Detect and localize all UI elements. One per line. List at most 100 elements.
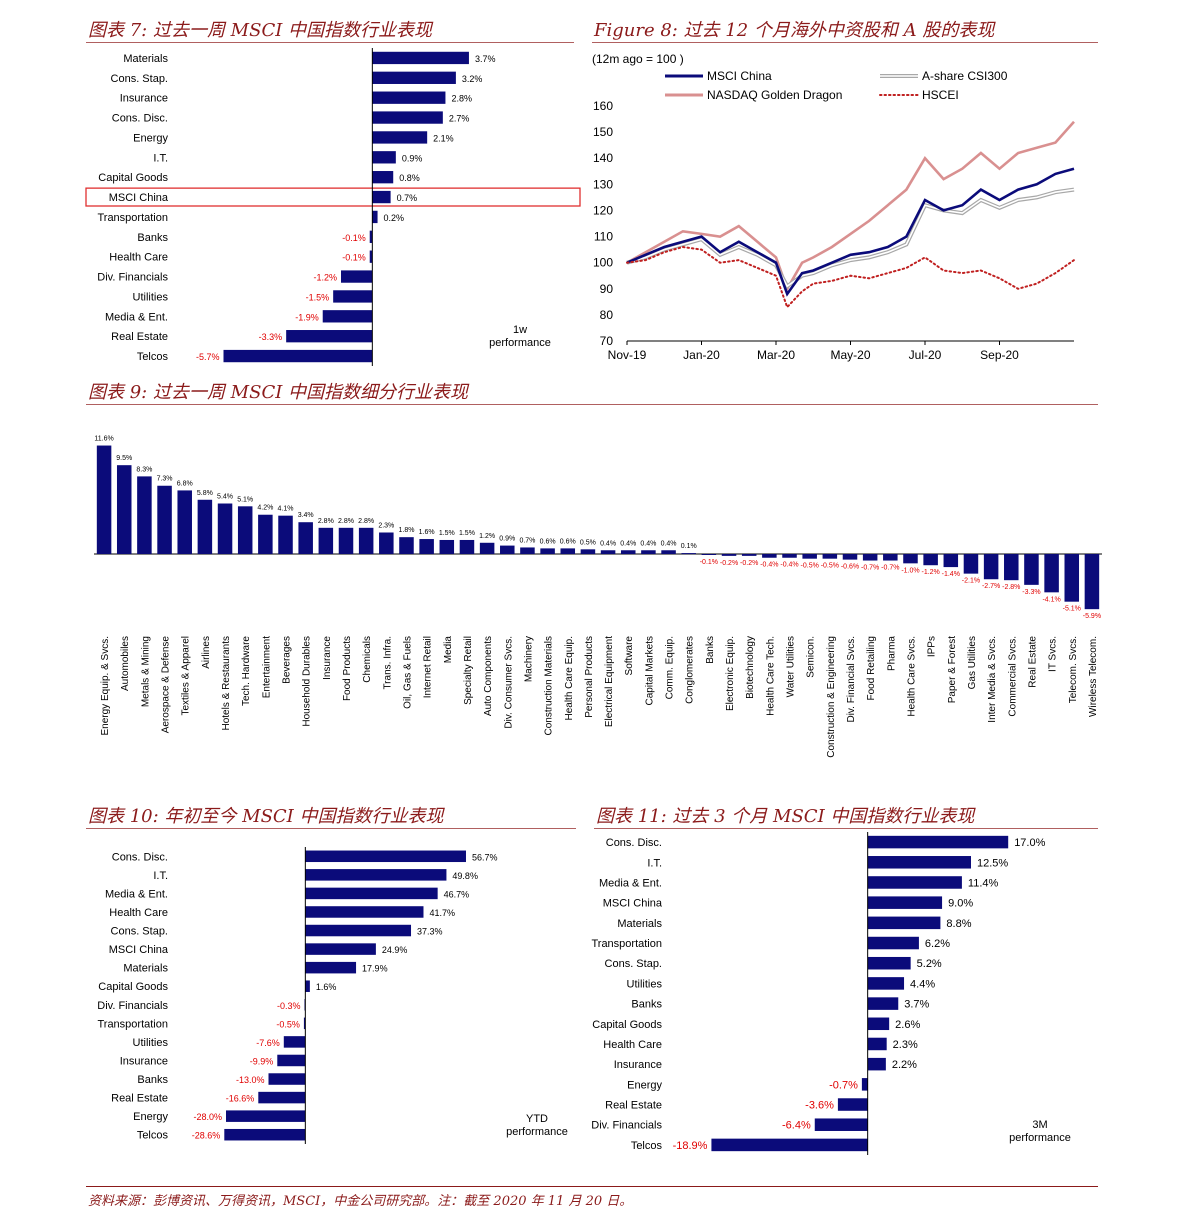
fig9-bar-automobiles bbox=[116, 465, 132, 554]
fig11-value-label: -6.4% bbox=[782, 1120, 811, 1132]
fig7-note-line1: 1w bbox=[513, 324, 527, 336]
fig9-title-rule bbox=[86, 404, 1098, 405]
fig9-bar-electronic-equip bbox=[721, 554, 737, 556]
fig9-category-label: Health Care Equip. bbox=[564, 636, 575, 721]
fig8-axis-note: (12m ago = 100 ) bbox=[592, 52, 684, 66]
fig9-value-label: 1.8% bbox=[398, 527, 414, 534]
fig8-x-tick-label: May-20 bbox=[830, 348, 870, 362]
fig10-category-label: Utilities bbox=[133, 1037, 169, 1049]
fig10-bar-msci-china bbox=[305, 943, 376, 955]
fig9-value-label: -5.9% bbox=[1083, 613, 1101, 620]
fig9-value-label: 4.2% bbox=[257, 505, 273, 512]
fig7-category-label: Utilities bbox=[133, 291, 169, 303]
fig9-bar-specialty-retail bbox=[459, 539, 475, 554]
fig11-category-label: Materials bbox=[617, 918, 662, 930]
fig9-value-label: 0.4% bbox=[661, 540, 677, 547]
fig10-bar-transportation bbox=[303, 1017, 306, 1030]
fig10-value-label: 56.7% bbox=[472, 852, 498, 862]
fig9-category-label: Div. Financial Svcs. bbox=[846, 636, 857, 723]
fig11-bar-i-t bbox=[867, 856, 971, 869]
fig11-value-label: 2.2% bbox=[892, 1059, 917, 1071]
fig10-bar-cons-disc bbox=[305, 850, 466, 863]
fig7-value-label: 3.7% bbox=[475, 54, 496, 64]
fig9-bar-food-products bbox=[338, 527, 354, 554]
fig7-category-label: Telcos bbox=[137, 351, 169, 363]
fig9-bar-banks bbox=[701, 554, 717, 555]
fig9-value-label: 5.4% bbox=[217, 494, 233, 501]
fig7-category-label: Capital Goods bbox=[98, 172, 168, 184]
fig9-bar-pharma bbox=[883, 554, 898, 561]
fig9-category-label: Food Products bbox=[342, 636, 353, 701]
fig9-category-label: Personal Products bbox=[584, 636, 595, 718]
fig9-value-label: 1.6% bbox=[419, 529, 435, 536]
fig10-value-label: 1.6% bbox=[316, 982, 337, 992]
fig9-bar-health-care-tech bbox=[762, 554, 777, 558]
fig9-bar-gas-utilities bbox=[963, 554, 979, 574]
fig7-bar-energy bbox=[372, 131, 428, 144]
fig10-category-label: Capital Goods bbox=[98, 981, 168, 993]
fig9-category-label: Real Estate bbox=[1027, 636, 1038, 688]
fig11-bar-energy bbox=[861, 1078, 868, 1091]
footer-source-note: 资料来源：彭博资讯、万得资讯，MSCI，中金公司研究部。注：截至 2020 年 … bbox=[88, 1194, 633, 1209]
fig10-category-label: Cons. Disc. bbox=[112, 851, 168, 863]
fig9-value-label: 2.8% bbox=[338, 518, 354, 525]
fig9-category-label: Paper & Forest bbox=[947, 636, 958, 703]
fig9-category-label: Comm. Equip. bbox=[665, 636, 676, 699]
fig7-value-label: -1.2% bbox=[313, 273, 337, 283]
fig9-value-label: 11.6% bbox=[94, 436, 113, 443]
fig9-bar-health-care-svcs bbox=[903, 554, 918, 564]
fig7-category-label: Media & Ent. bbox=[105, 311, 168, 323]
fig7-bar-insurance bbox=[372, 91, 446, 104]
fig9-value-label: 0.5% bbox=[580, 539, 596, 546]
fig10-value-label: -13.0% bbox=[236, 1075, 265, 1085]
fig11-value-label: 4.4% bbox=[910, 978, 935, 990]
fig9-bar-conglomerates bbox=[681, 553, 696, 555]
fig9-bar-biotechnology bbox=[741, 554, 757, 556]
fig9-category-label: Metals & Mining bbox=[140, 636, 151, 707]
fig10-category-label: Insurance bbox=[120, 1055, 168, 1067]
fig9-category-label: Airlines bbox=[201, 636, 212, 669]
fig8-line-a-share-csi300-core bbox=[626, 188, 1075, 288]
fig9-bar-beverages bbox=[278, 515, 293, 554]
fig7-bar-msci-china bbox=[372, 190, 391, 204]
fig9-value-label: 5.1% bbox=[237, 496, 253, 503]
fig9-value-label: 2.8% bbox=[358, 518, 374, 525]
fig9-category-label: Biotechnology bbox=[745, 636, 756, 699]
fig11-category-label: MSCI China bbox=[603, 898, 663, 910]
fig10-category-label: Transportation bbox=[97, 1018, 168, 1030]
fig9-bar-comm-equip bbox=[661, 550, 676, 554]
fig9-bar-household-durables bbox=[298, 522, 313, 554]
fig9-category-label: Inter Media & Svcs. bbox=[987, 636, 998, 723]
fig11-category-label: Div. Financials bbox=[591, 1120, 662, 1132]
fig8-title: Figure 8: 过去 12 个月海外中资股和 A 股的表现 bbox=[594, 20, 995, 41]
fig10-category-label: Energy bbox=[133, 1111, 168, 1123]
fig10-bar-capital-goods bbox=[305, 980, 310, 992]
fig10-bar-energy bbox=[226, 1110, 306, 1122]
fig9-bar-energy-equip-svcs bbox=[96, 445, 112, 554]
fig9-category-label: Food Retailing bbox=[866, 636, 877, 700]
fig9-value-label: 0.4% bbox=[640, 540, 656, 547]
fig9-value-label: -0.7% bbox=[861, 565, 879, 572]
fig7-value-label: -1.5% bbox=[306, 292, 330, 302]
fig9-value-label: 0.4% bbox=[600, 540, 616, 547]
footer-rule bbox=[86, 1186, 1098, 1187]
fig7-category-label: Div. Financials bbox=[97, 272, 168, 284]
fig9-bar-auto-components bbox=[479, 542, 495, 554]
fig9-value-label: 7.3% bbox=[157, 476, 173, 483]
fig11-value-label: 2.6% bbox=[895, 1019, 920, 1031]
fig9-category-label: Oil, Gas & Fuels bbox=[402, 636, 413, 709]
fig9-value-label: -2.1% bbox=[962, 578, 980, 585]
fig9-category-label: Gas Utilities bbox=[967, 636, 978, 689]
fig8-x-tick-label: Sep-20 bbox=[980, 348, 1019, 362]
fig8-y-tick-label: 70 bbox=[600, 334, 614, 348]
fig9-category-label: Wireless Telecom. bbox=[1088, 636, 1099, 717]
fig7-category-label: Cons. Disc. bbox=[112, 113, 168, 125]
fig7-category-label: I.T. bbox=[153, 152, 168, 164]
fig7-value-label: -0.1% bbox=[342, 253, 366, 263]
fig7-value-label: -3.3% bbox=[259, 332, 283, 342]
fig10-bar-utilities bbox=[283, 1036, 306, 1048]
